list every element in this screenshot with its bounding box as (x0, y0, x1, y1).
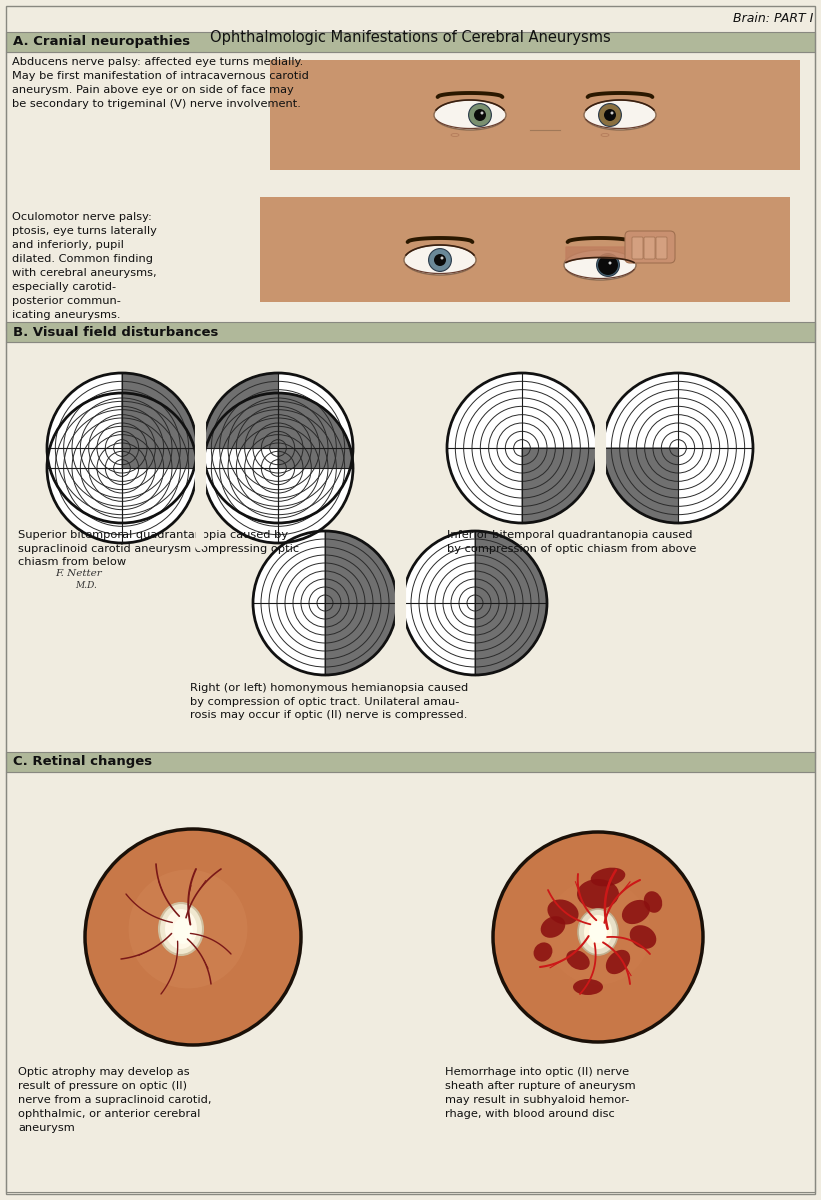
Circle shape (480, 112, 484, 114)
Text: Hemorrhage into optic (II) nerve
sheath after rupture of aneurysm
may result in : Hemorrhage into optic (II) nerve sheath … (445, 1067, 635, 1118)
Polygon shape (325, 530, 397, 674)
Ellipse shape (534, 942, 553, 961)
Circle shape (611, 112, 613, 114)
Text: A. Cranial neuropathies: A. Cranial neuropathies (13, 36, 190, 48)
FancyBboxPatch shape (632, 236, 643, 259)
Circle shape (545, 880, 650, 984)
Circle shape (253, 530, 397, 674)
Polygon shape (603, 448, 678, 523)
Circle shape (85, 829, 301, 1045)
Circle shape (604, 109, 616, 121)
Circle shape (441, 257, 443, 259)
Circle shape (597, 253, 619, 276)
Circle shape (603, 373, 753, 523)
Circle shape (599, 103, 621, 126)
Ellipse shape (564, 250, 636, 280)
Polygon shape (522, 448, 597, 523)
Polygon shape (122, 392, 197, 468)
Circle shape (47, 373, 197, 523)
Bar (260, 197, 790, 302)
Bar (6, 752, 815, 772)
Ellipse shape (165, 910, 197, 949)
Text: Abducens nerve palsy: affected eye turns medially.
May be first manifestation of: Abducens nerve palsy: affected eye turns… (12, 56, 309, 109)
Circle shape (469, 103, 492, 126)
Ellipse shape (548, 900, 579, 924)
FancyBboxPatch shape (644, 236, 655, 259)
Circle shape (434, 254, 446, 266)
Ellipse shape (404, 245, 476, 275)
Polygon shape (475, 530, 547, 674)
Bar (6, 342, 815, 758)
Circle shape (129, 870, 247, 989)
Text: Brain: PART I: Brain: PART I (732, 12, 813, 25)
Circle shape (403, 530, 547, 674)
Circle shape (598, 254, 618, 275)
Circle shape (474, 109, 486, 121)
Polygon shape (122, 373, 197, 448)
FancyBboxPatch shape (625, 230, 675, 263)
Polygon shape (203, 373, 278, 448)
Circle shape (203, 392, 353, 542)
Circle shape (447, 373, 597, 523)
Ellipse shape (173, 918, 193, 944)
Ellipse shape (584, 914, 612, 949)
Text: Optic atrophy may develop as
result of pressure on optic (II)
nerve from a supra: Optic atrophy may develop as result of p… (18, 1067, 212, 1133)
Ellipse shape (541, 916, 566, 938)
Ellipse shape (621, 900, 650, 924)
Ellipse shape (630, 925, 656, 949)
Circle shape (47, 392, 197, 542)
Ellipse shape (566, 950, 589, 970)
Ellipse shape (578, 910, 618, 955)
FancyBboxPatch shape (656, 236, 667, 259)
Circle shape (203, 373, 353, 523)
Circle shape (429, 248, 452, 271)
Ellipse shape (606, 950, 631, 974)
Bar (6, 32, 815, 52)
Circle shape (493, 832, 703, 1042)
Text: B. Visual field disturbances: B. Visual field disturbances (13, 325, 218, 338)
Ellipse shape (644, 892, 663, 913)
Circle shape (608, 262, 612, 264)
Bar (270, 60, 800, 170)
Ellipse shape (159, 902, 203, 955)
Text: Inferior bitemporal quadrantanopia caused
by compression of optic chiasm from ab: Inferior bitemporal quadrantanopia cause… (447, 530, 696, 553)
Polygon shape (566, 247, 634, 263)
Ellipse shape (590, 868, 626, 887)
Text: Right (or left) homonymous hemianopsia caused
by compression of optic tract. Uni: Right (or left) homonymous hemianopsia c… (190, 683, 468, 720)
Ellipse shape (589, 922, 607, 943)
Bar (6, 52, 815, 330)
Text: F. Netter: F. Netter (55, 569, 102, 577)
Bar (6, 772, 815, 1192)
Text: M.D.: M.D. (75, 581, 97, 589)
Bar (196, 391, 204, 545)
Bar (6, 322, 815, 342)
Text: C. Retinal changes: C. Retinal changes (13, 756, 152, 768)
Ellipse shape (577, 878, 619, 910)
Ellipse shape (584, 100, 656, 130)
Text: Ophthalmologic Manifestations of Cerebral Aneurysms: Ophthalmologic Manifestations of Cerebra… (210, 30, 611, 44)
Text: Oculomotor nerve palsy:
ptosis, eye turns laterally
and inferiorly, pupil
dilate: Oculomotor nerve palsy: ptosis, eye turn… (12, 212, 157, 320)
Text: Superior bitemporal quadrantanopia caused by
supraclinoid carotid aneurysm compr: Superior bitemporal quadrantanopia cause… (18, 530, 299, 568)
Ellipse shape (573, 979, 603, 995)
Ellipse shape (434, 100, 506, 130)
Polygon shape (278, 392, 353, 468)
